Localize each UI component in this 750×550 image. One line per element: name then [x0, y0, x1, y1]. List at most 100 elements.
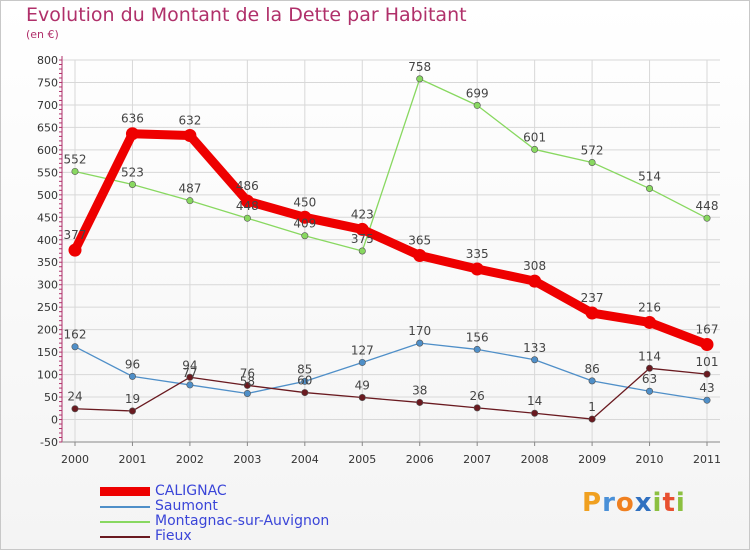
data-label: 76 — [240, 366, 255, 380]
y-tick-label: 700 — [37, 99, 58, 112]
x-tick-label: 2010 — [636, 453, 664, 466]
x-tick-label: 2008 — [521, 453, 549, 466]
data-label: 77 — [182, 366, 197, 380]
data-label: 14 — [527, 394, 542, 408]
data-label: 63 — [642, 372, 657, 386]
data-point — [358, 394, 366, 402]
series-line-fieux — [74, 367, 708, 420]
data-point — [413, 248, 427, 262]
legend-label-fieux: Fieux — [155, 528, 192, 544]
y-tick-label: 650 — [37, 121, 58, 134]
data-label: 101 — [696, 355, 719, 369]
data-label: 514 — [638, 170, 661, 184]
y-tick-label: 400 — [37, 234, 58, 247]
legend-label-saumont: Saumont — [155, 498, 218, 514]
data-point — [125, 127, 139, 141]
data-point — [186, 381, 194, 389]
data-label: 58 — [240, 374, 255, 388]
data-point — [703, 396, 711, 404]
data-point — [183, 129, 197, 143]
legend-swatch-fieux — [100, 536, 150, 538]
data-point — [186, 197, 194, 205]
data-label: 156 — [466, 330, 489, 344]
y-tick-label: 450 — [37, 211, 58, 224]
data-point — [646, 387, 654, 395]
data-point — [358, 247, 366, 255]
data-point — [71, 167, 79, 175]
y-tick-label: 200 — [37, 324, 58, 337]
data-labels: 5525234874484093757586996015725144481629… — [64, 60, 719, 414]
data-label: 308 — [523, 259, 546, 273]
data-point — [128, 372, 136, 380]
data-point — [71, 405, 79, 413]
data-label: 758 — [408, 60, 431, 74]
legend-swatch-saumont — [100, 506, 150, 508]
data-label: 49 — [355, 379, 370, 393]
data-point — [588, 415, 596, 423]
data-point — [473, 404, 481, 412]
data-label: 133 — [523, 341, 546, 355]
data-point — [528, 274, 542, 288]
data-label: 632 — [178, 114, 201, 128]
data-point — [301, 232, 309, 240]
data-point — [700, 337, 714, 351]
y-tick-label: 550 — [37, 166, 58, 179]
proxiti-logo: Proxiti — [582, 488, 686, 518]
data-label: 448 — [236, 199, 259, 213]
data-point — [71, 343, 79, 351]
data-point — [301, 377, 309, 385]
data-point — [186, 373, 194, 381]
data-point — [355, 222, 369, 236]
chart-subtitle: (en €) — [26, 28, 59, 41]
series-line-calignac — [70, 129, 712, 349]
data-label: 43 — [699, 381, 714, 395]
data-label: 448 — [696, 199, 719, 213]
data-point — [473, 101, 481, 109]
data-label: 365 — [408, 233, 431, 247]
y-tick-label: -50 — [40, 436, 58, 449]
data-label: 409 — [293, 217, 316, 231]
data-point — [585, 306, 599, 320]
data-label: 487 — [178, 182, 201, 196]
data-label: 26 — [470, 389, 485, 403]
x-tick-label: 2009 — [578, 453, 606, 466]
data-point — [531, 356, 539, 364]
x-tick-label: 2002 — [176, 453, 204, 466]
x-tick-label: 2001 — [118, 453, 146, 466]
data-point — [416, 75, 424, 83]
data-point — [68, 243, 82, 257]
y-tick-label: 600 — [37, 144, 58, 157]
data-point — [646, 364, 654, 372]
data-label: 86 — [584, 362, 599, 376]
data-label: 24 — [67, 390, 82, 404]
y-tick-label: 0 — [51, 414, 58, 427]
legend-label-calignac: CALIGNAC — [155, 483, 227, 499]
y-tick-label: 350 — [37, 256, 58, 269]
data-label: 237 — [581, 291, 604, 305]
data-label: 601 — [523, 130, 546, 144]
data-point — [243, 214, 251, 222]
legend-swatch-calignac — [100, 487, 150, 496]
data-point — [531, 145, 539, 153]
y-tick-label: 800 — [37, 54, 58, 67]
data-point — [646, 185, 654, 193]
data-point — [243, 389, 251, 397]
chart-title: Evolution du Montant de la Dette par Hab… — [26, 4, 467, 26]
y-tick-label: 50 — [44, 391, 58, 404]
data-label: 127 — [351, 343, 374, 357]
data-label: 19 — [125, 392, 140, 406]
data-label: 523 — [121, 165, 144, 179]
x-tick-label: 2007 — [463, 453, 491, 466]
x-tick-label: 2006 — [406, 453, 434, 466]
data-label: 38 — [412, 383, 427, 397]
series-points — [68, 75, 714, 423]
data-label: 375 — [351, 232, 374, 246]
data-point — [301, 389, 309, 397]
legend-label-montagnac: Montagnac-sur-Auvignon — [155, 513, 330, 529]
axes: -50 0 50 100 150 200 250 300 350 400 450 500 550 600 6… — [37, 54, 721, 466]
data-point — [473, 345, 481, 353]
data-point — [703, 370, 711, 378]
data-label: 96 — [125, 357, 140, 371]
data-point — [128, 180, 136, 188]
